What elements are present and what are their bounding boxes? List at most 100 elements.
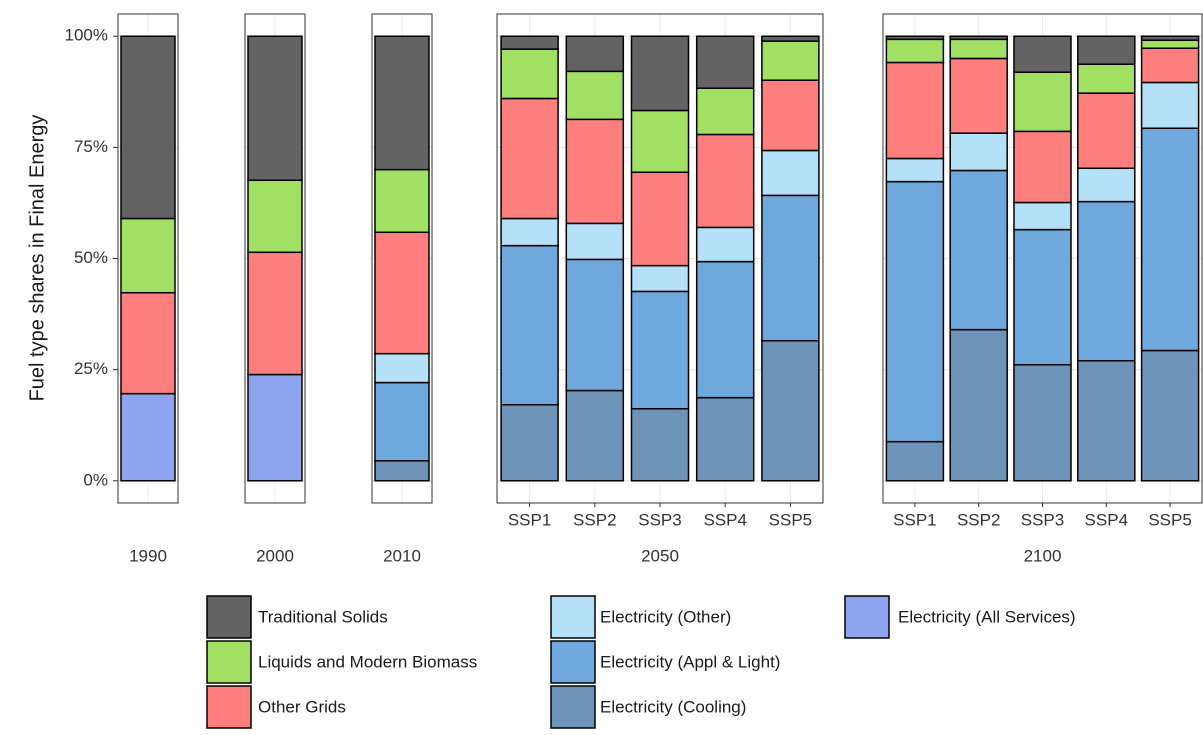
legend-key [206, 595, 252, 639]
bar-segment [1013, 130, 1072, 204]
bar-segment [949, 38, 1008, 60]
bar-segment [120, 217, 176, 294]
bar-segment [695, 133, 755, 229]
bar-segment [1077, 359, 1136, 482]
bar-segment [630, 408, 690, 482]
bar-segment [247, 251, 303, 376]
bar-segment [120, 392, 176, 482]
bar-segment [247, 35, 303, 182]
bar-segment [1013, 71, 1072, 133]
bar-segment [761, 149, 820, 197]
y-tick-label: 25% [74, 359, 108, 378]
bar-segment [374, 352, 430, 384]
bar-segment [1013, 363, 1072, 482]
bar-segment [630, 290, 690, 410]
bar-segment [374, 460, 430, 482]
bar-segment [761, 35, 820, 42]
bar-segment [885, 440, 945, 482]
bar-segment [1140, 349, 1200, 482]
panel-border [882, 13, 1203, 504]
bar-segment [885, 61, 945, 160]
panel-border [496, 13, 824, 504]
panel-title: 2000 [256, 546, 294, 565]
bar-segment [565, 258, 625, 392]
y-axis-label: Fuel type shares in Final Energy [26, 115, 48, 402]
bar-segment [1077, 167, 1136, 203]
legend-label: Other Grids [258, 697, 346, 716]
bar-segment [630, 171, 690, 267]
x-tick-label: SSP2 [957, 510, 1000, 529]
panel-title: 2010 [383, 546, 421, 565]
x-tick-label: SSP1 [508, 510, 551, 529]
bar-segment [1140, 81, 1200, 129]
legend-key [206, 685, 252, 729]
bar-segment [565, 118, 625, 225]
x-tick-label: SSP4 [703, 510, 746, 529]
bar-segment [630, 35, 690, 112]
legend-label: Liquids and Modern Biomass [258, 652, 477, 671]
bar-segment [885, 157, 945, 183]
x-tick-label: SSP3 [638, 510, 681, 529]
panel-border [371, 13, 433, 504]
y-tick-label: 75% [74, 137, 108, 156]
bar-segment [761, 79, 820, 152]
bar-segment [695, 87, 755, 136]
bar-segment [247, 373, 303, 482]
legend-label: Electricity (Appl & Light) [600, 652, 780, 671]
legend-key [550, 595, 596, 639]
bar-segment [565, 35, 625, 73]
bar-segment [374, 168, 430, 234]
legend-key [206, 640, 252, 684]
bar-segment [1013, 35, 1072, 73]
legend-label: Electricity (All Services) [898, 607, 1076, 626]
bar-segment [1077, 200, 1136, 362]
bar-segment [565, 389, 625, 482]
panel-title: 1990 [129, 546, 167, 565]
bar-segment [1140, 39, 1200, 49]
bar-segment [949, 35, 1008, 41]
bar-segment [1077, 92, 1136, 170]
bar-segment [761, 194, 820, 342]
y-tick-label: 50% [74, 248, 108, 267]
bar-segment [885, 35, 945, 41]
bar-segment [120, 291, 176, 395]
bar-segment [1077, 63, 1136, 94]
bar-segment [695, 396, 755, 482]
bar-segment [949, 57, 1008, 134]
x-tick-label: SSP3 [1021, 510, 1064, 529]
bar-segment [374, 381, 430, 462]
bar-segment [630, 264, 690, 293]
bar-segment [374, 231, 430, 355]
bar-segment [630, 109, 690, 174]
bar-segment [695, 260, 755, 399]
y-tick-label: 100% [65, 26, 108, 45]
legend-key [550, 685, 596, 729]
bar-segment [1013, 228, 1072, 366]
bar-segment [1140, 47, 1200, 84]
bar-segment [500, 244, 559, 406]
bar-segment [500, 97, 559, 220]
legend-key [550, 640, 596, 684]
bar-segment [761, 339, 820, 482]
x-tick-label: SSP1 [893, 510, 936, 529]
bar-segment [1140, 127, 1200, 352]
bar-segment [500, 35, 559, 50]
panel-border [117, 13, 179, 504]
x-tick-label: SSP5 [1148, 510, 1191, 529]
x-tick-label: SSP5 [769, 510, 812, 529]
bar-segment [885, 180, 945, 443]
bar-segment [500, 404, 559, 482]
bar-segment [949, 132, 1008, 172]
bar-segment [695, 226, 755, 263]
panel-title: 2050 [641, 546, 679, 565]
bar-segment [565, 70, 625, 121]
bar-segment [761, 40, 820, 81]
bar-segment [885, 38, 945, 64]
bar-segment [695, 35, 755, 89]
legend-key [844, 595, 890, 639]
bar-segment [949, 169, 1008, 331]
bar-segment [500, 217, 559, 247]
bar-segment [1077, 35, 1136, 65]
bar-segment [247, 179, 303, 254]
